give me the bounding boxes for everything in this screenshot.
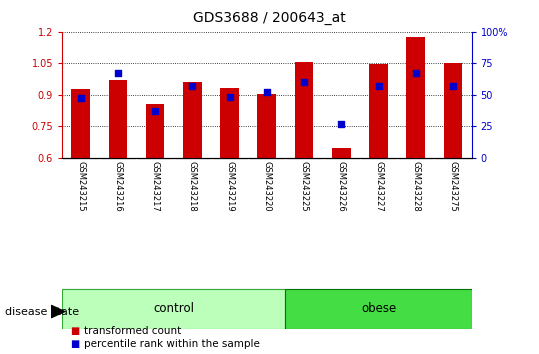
- Bar: [295, 62, 313, 158]
- Text: transformed count: transformed count: [84, 326, 181, 336]
- Point: [151, 108, 160, 114]
- Bar: [71, 90, 90, 158]
- FancyBboxPatch shape: [62, 289, 286, 329]
- Point: [374, 83, 383, 89]
- Text: ■: ■: [70, 339, 79, 349]
- Bar: [108, 80, 127, 158]
- Bar: [220, 88, 239, 158]
- Polygon shape: [51, 305, 65, 318]
- Text: GSM243225: GSM243225: [300, 161, 308, 212]
- Text: GSM243227: GSM243227: [374, 161, 383, 212]
- Text: GSM243216: GSM243216: [113, 161, 122, 212]
- Text: obese: obese: [361, 302, 396, 315]
- Bar: [332, 148, 350, 158]
- Text: disease state: disease state: [5, 307, 80, 316]
- Text: control: control: [153, 302, 194, 315]
- Point: [300, 79, 308, 85]
- FancyBboxPatch shape: [286, 289, 472, 329]
- Bar: [369, 64, 388, 158]
- Text: GSM243226: GSM243226: [337, 161, 346, 212]
- Text: GSM243275: GSM243275: [448, 161, 458, 212]
- Point: [337, 121, 345, 126]
- Point: [188, 83, 197, 89]
- Bar: [406, 37, 425, 158]
- Point: [114, 70, 122, 76]
- Point: [225, 95, 234, 100]
- Bar: [444, 63, 462, 158]
- Text: GSM243215: GSM243215: [76, 161, 85, 212]
- Text: GSM243219: GSM243219: [225, 161, 234, 212]
- Point: [77, 96, 85, 101]
- Point: [262, 89, 271, 95]
- Text: GSM243217: GSM243217: [150, 161, 160, 212]
- Point: [448, 83, 457, 89]
- Text: GSM243228: GSM243228: [411, 161, 420, 212]
- Bar: [183, 82, 202, 158]
- Text: ■: ■: [70, 326, 79, 336]
- Text: GSM243220: GSM243220: [262, 161, 271, 212]
- Bar: [146, 104, 164, 158]
- Text: percentile rank within the sample: percentile rank within the sample: [84, 339, 259, 349]
- Text: GDS3688 / 200643_at: GDS3688 / 200643_at: [193, 11, 346, 25]
- Point: [411, 70, 420, 76]
- Text: GSM243218: GSM243218: [188, 161, 197, 212]
- Bar: [258, 94, 276, 158]
